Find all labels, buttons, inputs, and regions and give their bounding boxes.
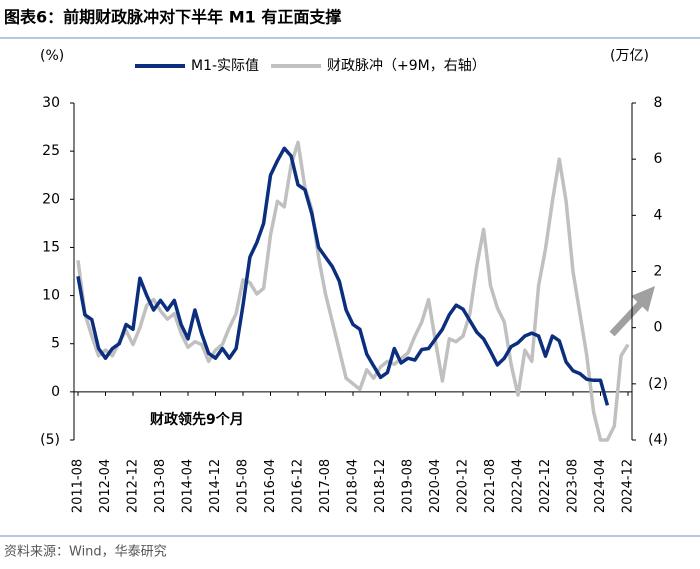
legend-label: M1-实际值: [191, 58, 259, 74]
y2-tick-label: (4): [648, 432, 668, 448]
y-tick-label: (5): [40, 432, 60, 448]
x-tick-label: 2024-12: [621, 459, 636, 513]
y-tick-label: 10: [42, 288, 60, 304]
y-tick-label: 15: [42, 239, 60, 255]
y-axis-label: (%): [40, 48, 64, 64]
y2-tick-label: 4: [654, 207, 663, 223]
x-tick-label: 2014-04: [181, 459, 196, 513]
y-tick-label: 20: [42, 191, 60, 207]
y-tick-label: 25: [42, 143, 60, 159]
annotation: 财政领先9个月: [149, 411, 244, 428]
x-tick-label: 2017-08: [318, 459, 333, 513]
x-tick-label: 2022-04: [511, 459, 526, 513]
x-tick-label: 2019-08: [401, 459, 416, 513]
series-line: [76, 146, 610, 406]
y2-tick-label: 2: [654, 264, 663, 280]
y-tick-label: 0: [51, 384, 60, 400]
trend-arrow: [609, 286, 655, 337]
x-tick-label: 2015-08: [236, 459, 251, 513]
y2-tick-label: 8: [654, 95, 663, 111]
x-tick-label: 2016-12: [291, 459, 306, 513]
x-tick-label: 2023-08: [566, 459, 581, 513]
legend-label: 财政脉冲（+9M，右轴）: [327, 58, 486, 74]
y2-axis-label: (万亿): [610, 48, 649, 64]
y2-tick-label: (2): [648, 376, 668, 392]
y2-tick-label: 6: [654, 151, 663, 167]
x-tick-label: 2018-12: [373, 459, 388, 513]
x-tick-label: 2011-08: [71, 459, 86, 513]
x-tick-label: 2018-04: [346, 459, 361, 513]
x-tick-label: 2016-04: [263, 459, 278, 513]
x-tick-label: 2012-12: [126, 459, 141, 513]
x-tick-label: 2014-12: [208, 459, 223, 513]
x-tick-label: 2022-12: [538, 459, 553, 513]
y-tick-label: 5: [51, 336, 60, 352]
y2-tick-label: 0: [654, 320, 663, 336]
x-tick-label: 2024-04: [593, 459, 608, 513]
series-line: [76, 140, 630, 442]
x-tick-label: 2020-04: [428, 459, 443, 513]
x-tick-label: 2021-08: [483, 459, 498, 513]
chart-title: 图表6：前期财政脉冲对下半年 M1 有正面支撑: [4, 8, 341, 27]
x-tick-label: 2013-08: [153, 459, 168, 513]
x-tick-label: 2012-04: [98, 459, 113, 513]
x-tick-label: 2020-12: [456, 459, 471, 513]
source: 资料来源：Wind，华泰研究: [4, 545, 167, 560]
y-tick-label: 30: [42, 95, 60, 111]
